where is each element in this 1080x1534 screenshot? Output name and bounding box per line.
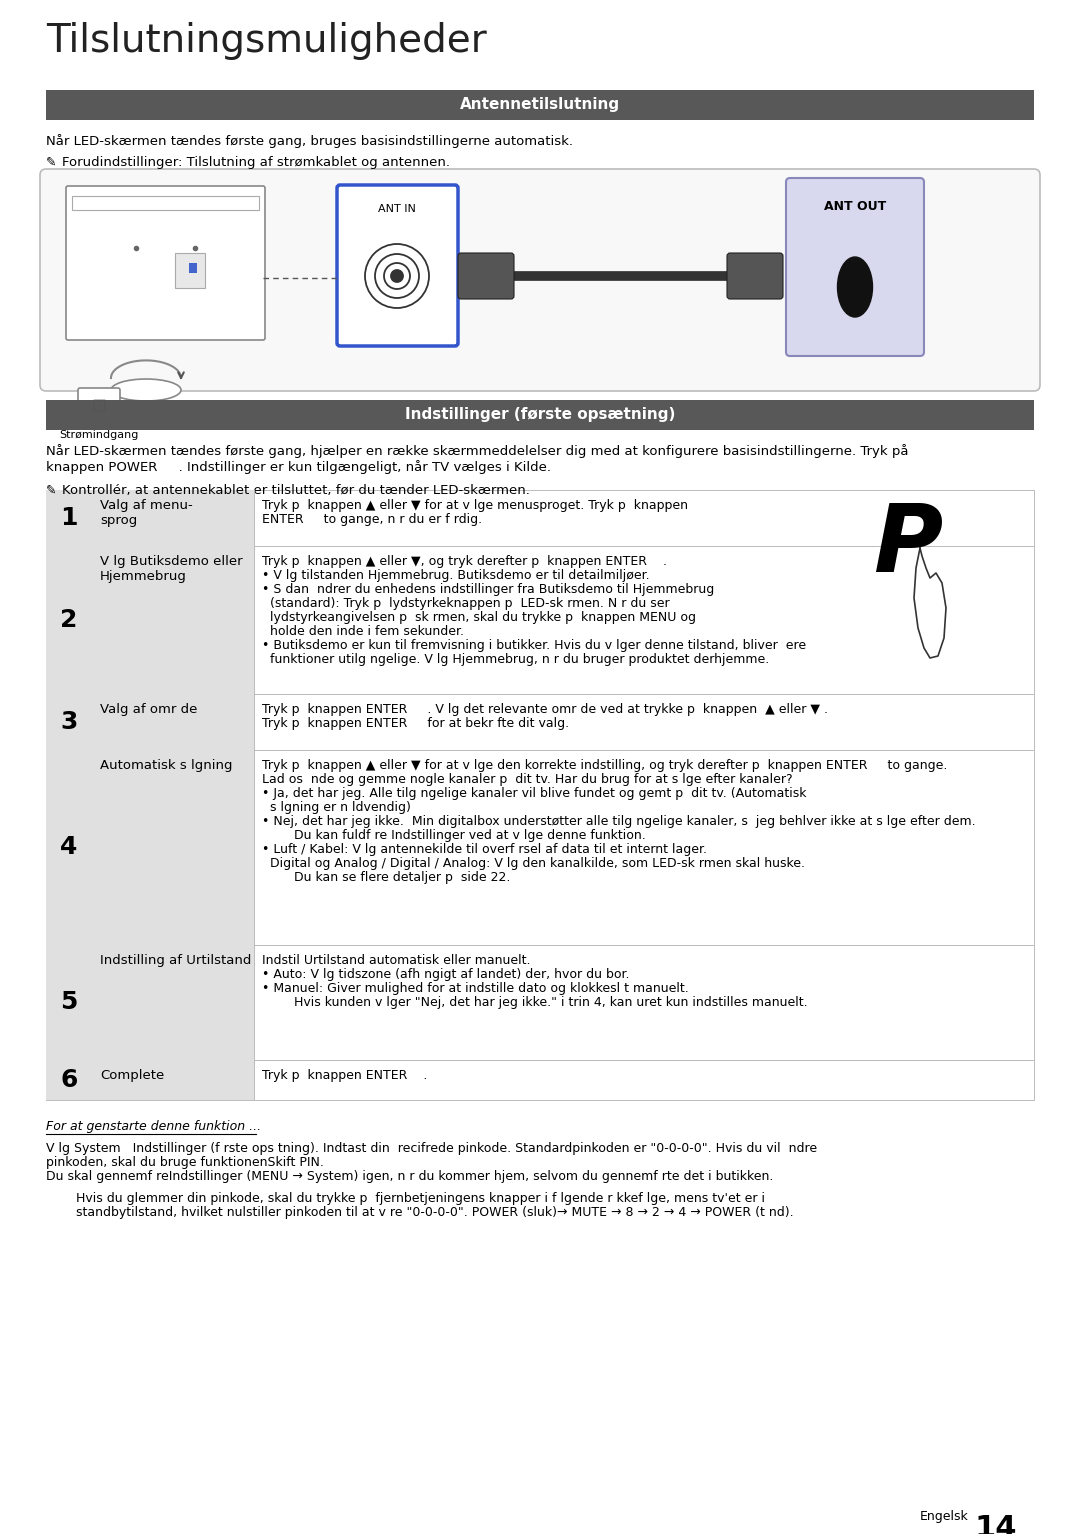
- Text: (standard): Tryk p  lydstyrkeknappen p  LED-sk rmen. N r du ser: (standard): Tryk p lydstyrkeknappen p LE…: [262, 597, 670, 611]
- Text: 2: 2: [60, 607, 78, 632]
- Text: 3: 3: [60, 710, 78, 733]
- Text: Tilslutningsmuligheder: Tilslutningsmuligheder: [46, 21, 487, 60]
- Text: Tryk p  knappen ENTER     for at bekr fte dit valg.: Tryk p knappen ENTER for at bekr fte dit…: [262, 716, 569, 730]
- Text: • S dan  ndrer du enhedens indstillinger fra Butiksdemo til Hjemmebrug: • S dan ndrer du enhedens indstillinger …: [262, 583, 714, 597]
- Text: Strømindgang: Strømindgang: [59, 430, 138, 440]
- Text: • Manuel: Giver mulighed for at indstille dato og klokkesl t manuelt.: • Manuel: Giver mulighed for at indstill…: [262, 982, 689, 996]
- Text: ✎: ✎: [46, 485, 56, 497]
- Text: standbytilstand, hvilket nulstiller pinkoden til at v re "0-0-0-0". POWER (sluk): standbytilstand, hvilket nulstiller pink…: [76, 1206, 794, 1220]
- Text: Hvis kunden v lger "Nej, det har jeg ikke." i trin 4, kan uret kun indstilles ma: Hvis kunden v lger "Nej, det har jeg ikk…: [262, 996, 808, 1009]
- Text: Antennetilslutning: Antennetilslutning: [460, 98, 620, 112]
- Bar: [46, 693, 1034, 750]
- Bar: [46, 945, 1034, 1060]
- Text: 1: 1: [60, 506, 78, 531]
- Text: Forudindstillinger: Tilslutning af strømkablet og antennen.: Forudindstillinger: Tilslutning af strøm…: [62, 156, 450, 169]
- Text: Indstil Urtilstand automatisk eller manuelt.: Indstil Urtilstand automatisk eller manu…: [262, 954, 530, 966]
- Text: holde den inde i fem sekunder.: holde den inde i fem sekunder.: [262, 624, 464, 638]
- Bar: [189, 262, 197, 273]
- Text: s lgning er n ldvendig): s lgning er n ldvendig): [262, 801, 410, 815]
- Bar: [46, 1060, 1034, 1100]
- Text: Lad os  nde og gemme nogle kanaler p  dit tv. Har du brug for at s lge efter kan: Lad os nde og gemme nogle kanaler p dit …: [262, 773, 793, 785]
- Text: • Butiksdemo er kun til fremvisning i butikker. Hvis du v lger denne tilstand, b: • Butiksdemo er kun til fremvisning i bu…: [262, 640, 806, 652]
- Text: • Auto: V lg tidszone (afh ngigt af landet) der, hvor du bor.: • Auto: V lg tidszone (afh ngigt af land…: [262, 968, 630, 982]
- Text: Du skal gennemf reIndstillinger (MENU → System) igen, n r du kommer hjem, selvom: Du skal gennemf reIndstillinger (MENU → …: [46, 1170, 773, 1183]
- Text: V lg Butiksdemo eller
Hjemmebrug: V lg Butiksdemo eller Hjemmebrug: [100, 555, 243, 583]
- Text: • Ja, det har jeg. Alle tilg ngelige kanaler vil blive fundet og gemt p  dit tv.: • Ja, det har jeg. Alle tilg ngelige kan…: [262, 787, 807, 801]
- Text: Automatisk s lgning: Automatisk s lgning: [100, 759, 232, 772]
- Circle shape: [384, 262, 410, 288]
- Text: pinkoden, skal du bruge funktionenSkift PIN.: pinkoden, skal du bruge funktionenSkift …: [46, 1157, 324, 1169]
- Circle shape: [391, 270, 403, 282]
- Bar: [46, 750, 254, 945]
- Bar: [46, 489, 254, 546]
- Ellipse shape: [111, 379, 181, 400]
- Text: Hvis du glemmer din pinkode, skal du trykke p  fjernbetjeningens knapper i f lge: Hvis du glemmer din pinkode, skal du try…: [76, 1192, 765, 1206]
- Bar: [46, 400, 1034, 430]
- Text: • Luft / Kabel: V lg antennekilde til overf rsel af data til et internt lager.: • Luft / Kabel: V lg antennekilde til ov…: [262, 844, 707, 856]
- FancyBboxPatch shape: [40, 169, 1040, 391]
- Bar: [46, 1060, 254, 1100]
- FancyBboxPatch shape: [458, 253, 514, 299]
- Text: Complete: Complete: [100, 1069, 164, 1081]
- Text: funktioner utilg ngelige. V lg Hjemmebrug, n r du bruger produktet derhjemme.: funktioner utilg ngelige. V lg Hjemmebru…: [262, 653, 769, 666]
- Text: 6: 6: [60, 1068, 78, 1092]
- Text: Du kan se flere detaljer p  side 22.: Du kan se flere detaljer p side 22.: [262, 871, 511, 884]
- Text: Når LED-skærmen tændes første gang, bruges basisindstillingerne automatisk.: Når LED-skærmen tændes første gang, brug…: [46, 133, 573, 147]
- Text: lydstyrkeangivelsen p  sk rmen, skal du trykke p  knappen MENU og: lydstyrkeangivelsen p sk rmen, skal du t…: [262, 611, 696, 624]
- Text: Kontrollér, at antennekablet er tilsluttet, før du tænder LED-skærmen.: Kontrollér, at antennekablet er tilslutt…: [62, 485, 530, 497]
- Circle shape: [375, 255, 419, 298]
- Bar: [72, 196, 259, 210]
- Circle shape: [365, 244, 429, 308]
- Text: Tryk p  knappen ENTER     . V lg det relevante omr de ved at trykke p  knappen  : Tryk p knappen ENTER . V lg det relevant…: [262, 703, 828, 716]
- Text: Indstilling af Urtilstand: Indstilling af Urtilstand: [100, 954, 252, 966]
- Bar: [46, 489, 1034, 546]
- Text: For at genstarte denne funktion ...: For at genstarte denne funktion ...: [46, 1120, 261, 1134]
- Text: Tryk p  knappen ▲ eller ▼, og tryk derefter p  knappen ENTER    .: Tryk p knappen ▲ eller ▼, og tryk dereft…: [262, 555, 667, 568]
- Text: ENTER     to gange, n r du er f rdig.: ENTER to gange, n r du er f rdig.: [262, 512, 482, 526]
- FancyBboxPatch shape: [727, 253, 783, 299]
- Text: Valg af omr de: Valg af omr de: [100, 703, 198, 716]
- Text: ANT IN: ANT IN: [378, 204, 416, 215]
- Bar: [175, 253, 205, 288]
- Text: • Nej, det har jeg ikke.  Min digitalbox understøtter alle tilg ngelige kanaler,: • Nej, det har jeg ikke. Min digitalbox …: [262, 815, 975, 828]
- Bar: [46, 693, 254, 750]
- Text: • V lg tilstanden Hjemmebrug. Butiksdemo er til detailmiljøer.: • V lg tilstanden Hjemmebrug. Butiksdemo…: [262, 569, 650, 581]
- Text: Du kan fuldf re Indstillinger ved at v lge denne funktion.: Du kan fuldf re Indstillinger ved at v l…: [262, 828, 646, 842]
- FancyBboxPatch shape: [337, 186, 458, 347]
- FancyBboxPatch shape: [78, 388, 120, 423]
- Text: 5: 5: [60, 989, 78, 1014]
- Text: knappen POWER     . Indstillinger er kun tilgængeligt, når TV vælges i Kilde.: knappen POWER . Indstillinger er kun til…: [46, 460, 551, 474]
- FancyBboxPatch shape: [66, 186, 265, 341]
- Text: P: P: [874, 500, 943, 592]
- Bar: [46, 546, 254, 693]
- Bar: [46, 945, 254, 1060]
- Text: Tryk p  knappen ▲ eller ▼ for at v lge den korrekte indstilling, og tryk derefte: Tryk p knappen ▲ eller ▼ for at v lge de…: [262, 759, 947, 772]
- Text: ⊡: ⊡: [92, 397, 107, 416]
- Text: 14: 14: [975, 1514, 1017, 1534]
- Text: Tryk p  knappen ENTER    .: Tryk p knappen ENTER .: [262, 1069, 428, 1081]
- Text: Indstillinger (første opsætning): Indstillinger (første opsætning): [405, 408, 675, 422]
- Text: Digital og Analog / Digital / Analog: V lg den kanalkilde, som LED-sk rmen skal : Digital og Analog / Digital / Analog: V …: [262, 858, 805, 870]
- Text: Valg af menu-
sprog: Valg af menu- sprog: [100, 499, 192, 528]
- Text: ANT OUT: ANT OUT: [824, 199, 886, 213]
- Ellipse shape: [837, 258, 873, 318]
- Text: Engelsk: Engelsk: [920, 1509, 969, 1523]
- Bar: [46, 750, 1034, 945]
- Text: Tryk p  knappen ▲ eller ▼ for at v lge menusproget. Tryk p  knappen: Tryk p knappen ▲ eller ▼ for at v lge me…: [262, 499, 688, 512]
- FancyBboxPatch shape: [786, 178, 924, 356]
- Text: 4: 4: [60, 834, 78, 859]
- Text: Når LED-skærmen tændes første gang, hjælper en række skærmmeddelelser dig med at: Når LED-skærmen tændes første gang, hjæl…: [46, 443, 908, 459]
- Bar: [46, 546, 1034, 693]
- Text: V lg System   Indstillinger (f rste ops tning). Indtast din  recifrede pinkode. : V lg System Indstillinger (f rste ops tn…: [46, 1141, 818, 1155]
- Text: ✎: ✎: [46, 156, 56, 169]
- Bar: [46, 91, 1034, 120]
